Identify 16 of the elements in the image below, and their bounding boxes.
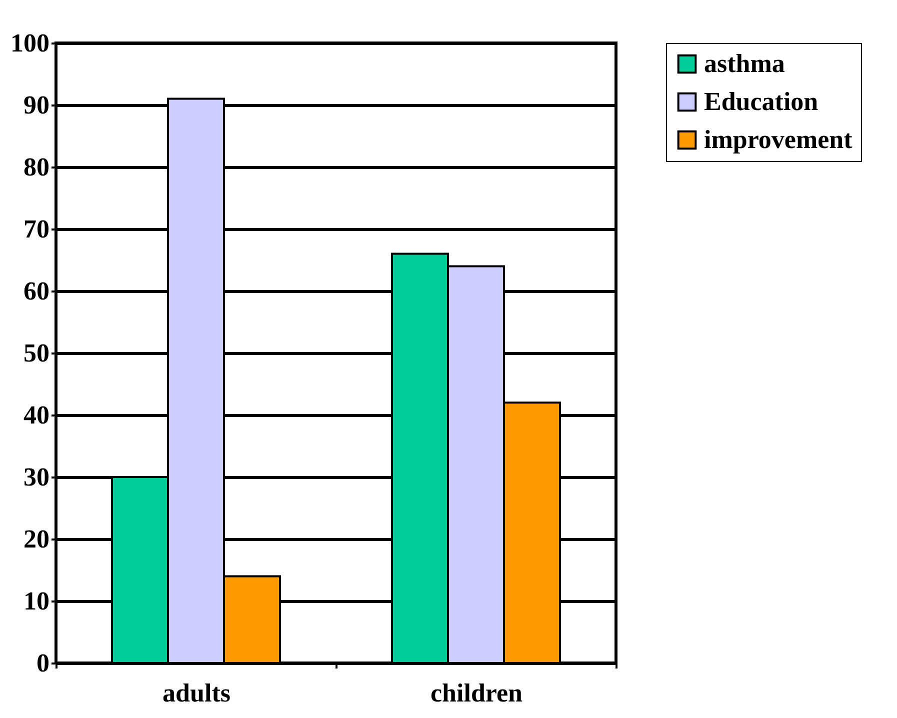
y-tick-label: 80: [24, 152, 50, 182]
y-tick-label: 50: [24, 338, 50, 368]
legend-label: Education: [704, 87, 819, 116]
y-tick-label: 60: [24, 276, 50, 306]
y-tick-label: 20: [24, 524, 50, 554]
y-tick-label: 70: [24, 214, 50, 244]
y-tick-label: 0: [36, 648, 50, 678]
y-tick-label: 90: [24, 90, 50, 120]
legend-label: improvement: [704, 125, 853, 154]
y-tick-label: 30: [24, 462, 50, 492]
x-tick-label: adults: [162, 678, 230, 708]
y-tick-label: 10: [24, 586, 50, 616]
legend-label: asthma: [704, 49, 785, 78]
y-tick-label: 100: [10, 28, 50, 58]
x-tick-label: children: [430, 678, 524, 708]
y-tick-label: 40: [24, 400, 50, 430]
